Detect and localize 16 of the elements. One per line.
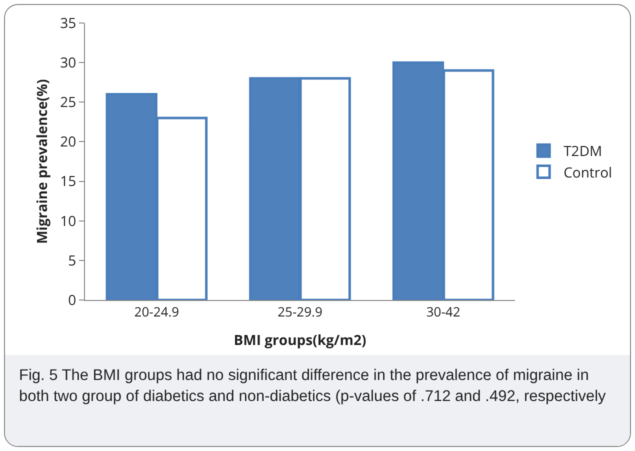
y-axis-title: Migraine prevalence(%)	[33, 78, 52, 244]
y-tick-label: 30	[60, 53, 76, 72]
x-tick-label: 25-29.9	[278, 302, 322, 321]
y-tick-label: 35	[60, 14, 76, 33]
y-tick-label: 25	[60, 93, 76, 112]
x-tick-label: 30-42	[426, 302, 460, 321]
x-tick-label: 20-24.9	[134, 302, 180, 321]
x-axis-title: BMI groups(kg/m2)	[234, 331, 366, 350]
legend-label: T2DM	[564, 142, 602, 162]
legend-label: Control	[564, 163, 612, 182]
y-tick-label: 20	[60, 132, 76, 152]
y-tick-label: 15	[60, 172, 76, 192]
y-tick-label: 5	[68, 251, 76, 270]
y-tick-label: 10	[60, 212, 76, 231]
y-tick-label: 0	[68, 290, 76, 310]
caption: Fig. 5 The BMI groups had no significant difference in the prevalence of migraine in both two group of diabetics and non-diabetics (p-values of .712 and .492, respectively	[19, 366, 607, 407]
